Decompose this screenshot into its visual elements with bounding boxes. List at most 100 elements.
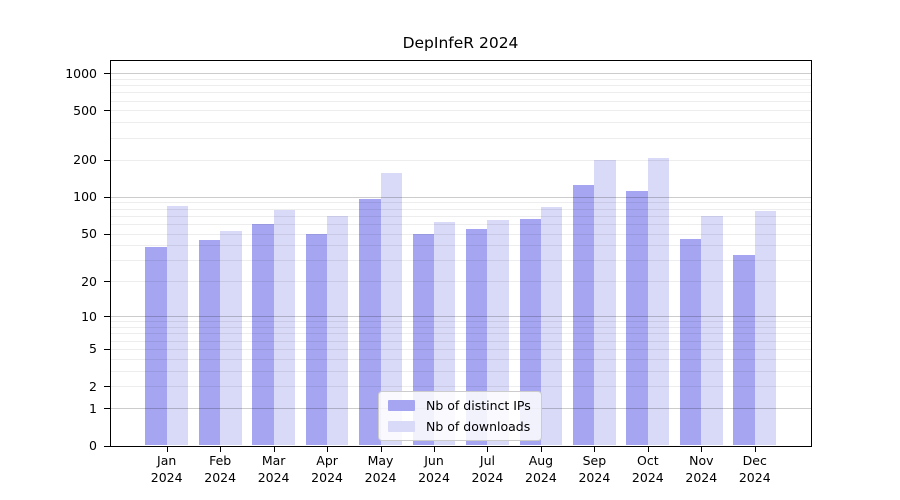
bar-downloads-may [380, 173, 402, 446]
right-spine [810, 59, 812, 447]
x-tick-mark [166, 446, 168, 452]
y-tick-label: 1 [89, 400, 97, 416]
x-tick-mark [647, 446, 649, 452]
y-tick-mark [104, 445, 110, 447]
y-tick-label: 0 [89, 438, 97, 453]
minor-gridline [111, 348, 811, 350]
bar-distinct-ips-feb [198, 240, 221, 446]
y-tick-mark [104, 73, 110, 74]
x-tick-mark [220, 446, 222, 452]
minor-gridline [111, 122, 811, 124]
minor-gridline [111, 110, 811, 112]
bar-distinct-ips-oct [626, 190, 648, 446]
x-tick-label-jan: Jan 2024 [150, 453, 183, 485]
x-tick-label-jul: Jul 2024 [471, 453, 504, 485]
x-tick-mark [754, 446, 756, 452]
legend-swatch-distinct-ips [388, 399, 415, 411]
y-tick-mark [104, 348, 110, 350]
major-gridline [111, 316, 811, 318]
bar-downloads-jul [487, 220, 509, 446]
minor-gridline [111, 327, 811, 329]
x-tick-mark [434, 446, 435, 452]
y-tick-mark [104, 316, 110, 318]
minor-gridline [111, 223, 811, 225]
y-tick-label: 20 [81, 273, 97, 289]
bar-distinct-ips-may [359, 199, 381, 446]
bar-downloads-jun [434, 222, 456, 446]
bar-distinct-ips-jan [145, 246, 167, 446]
legend-item-distinct-ips: Nb of distinct IPs [388, 397, 531, 413]
minor-gridline [111, 85, 811, 87]
legend-swatch-downloads [388, 420, 415, 432]
x-tick-label-jun: Jun 2024 [418, 453, 450, 485]
legend-label-distinct-ips: Nb of distinct IPs [426, 397, 531, 413]
minor-gridline [111, 386, 811, 388]
y-tick-label: 50 [81, 226, 97, 241]
y-tick-label: 10 [81, 308, 97, 324]
bar-downloads-mar [273, 209, 295, 446]
minor-gridline [111, 333, 811, 335]
minor-gridline [111, 340, 811, 342]
top-spine [110, 59, 812, 61]
bar-distinct-ips-mar [252, 223, 274, 446]
bar-downloads-apr [327, 215, 349, 446]
x-tick-mark [594, 446, 596, 452]
bar-downloads-sep [594, 160, 616, 446]
minor-gridline [111, 159, 811, 161]
minor-gridline [111, 281, 811, 283]
y-tick-mark [104, 196, 110, 198]
bar-distinct-ips-sep [572, 185, 595, 446]
legend-label-downloads: Nb of downloads [426, 418, 531, 434]
legend: Nb of distinct IPs Nb of downloads [378, 391, 542, 441]
bottom-spine [110, 446, 812, 447]
left-spine [110, 59, 111, 447]
minor-gridline [111, 100, 811, 102]
y-tick-label: 2 [89, 378, 97, 394]
bar-distinct-ips-dec [733, 255, 755, 446]
bar-downloads-jan [166, 205, 189, 446]
minor-gridline [111, 92, 811, 94]
x-tick-label-nov: Nov 2024 [685, 453, 718, 485]
x-tick-mark [327, 446, 329, 452]
bar-distinct-ips-aug [519, 218, 541, 446]
legend-item-downloads: Nb of downloads [388, 418, 531, 434]
x-tick-label-dec: Dec 2024 [738, 453, 771, 485]
minor-gridline [111, 78, 811, 80]
minor-gridline [111, 321, 811, 323]
bar-downloads-aug [540, 207, 563, 446]
bar-distinct-ips-apr [305, 233, 328, 446]
minor-gridline [111, 358, 811, 360]
x-tick-label-oct: Oct 2024 [631, 453, 664, 485]
minor-gridline [111, 208, 811, 210]
y-tick-mark [104, 281, 110, 283]
x-tick-mark [487, 446, 489, 452]
minor-gridline [111, 260, 811, 262]
chart-title: DepInfeR 2024 [402, 34, 519, 52]
y-tick-label: 5 [89, 341, 97, 357]
minor-gridline [111, 202, 811, 204]
y-tick-label: 200 [73, 152, 97, 168]
x-tick-label-feb: Feb 2024 [204, 453, 237, 485]
x-tick-mark [380, 446, 382, 452]
minor-gridline [111, 215, 811, 217]
y-tick-mark [104, 159, 110, 161]
y-tick-label: 1000 [65, 65, 97, 81]
x-tick-mark [701, 446, 703, 452]
minor-gridline [111, 233, 811, 235]
x-tick-mark [273, 446, 275, 452]
bar-downloads-nov [701, 215, 723, 446]
x-tick-label-aug: Aug 2024 [525, 453, 557, 485]
x-tick-mark [540, 446, 542, 452]
y-tick-label: 500 [73, 102, 97, 118]
bar-downloads-dec [754, 210, 777, 446]
minor-gridline [111, 137, 811, 139]
bar-downloads-feb [220, 231, 242, 446]
bar-downloads-oct [647, 158, 670, 446]
minor-gridline [111, 245, 811, 247]
x-tick-label-sep: Sep 2024 [578, 453, 611, 485]
major-gridline [111, 196, 811, 198]
x-tick-label-apr: Apr 2024 [311, 453, 343, 485]
y-tick-mark [104, 386, 110, 388]
y-tick-mark [104, 110, 110, 112]
